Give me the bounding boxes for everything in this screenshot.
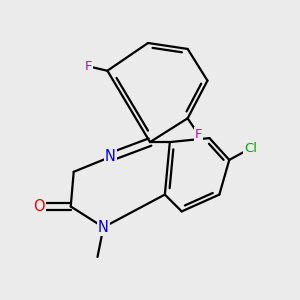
Text: O: O xyxy=(33,199,45,214)
Text: F: F xyxy=(195,128,202,141)
Text: F: F xyxy=(85,60,92,73)
Text: Cl: Cl xyxy=(244,142,258,154)
Text: N: N xyxy=(105,149,116,164)
Text: N: N xyxy=(98,220,109,235)
